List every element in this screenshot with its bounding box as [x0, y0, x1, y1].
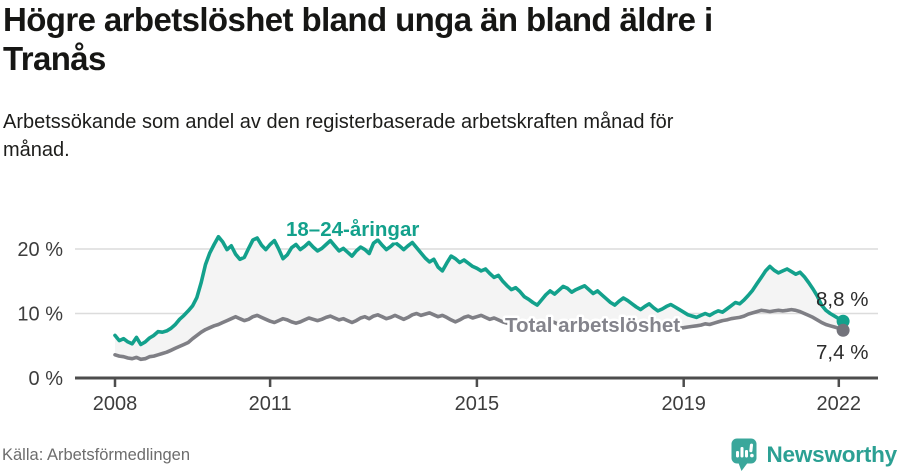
- area-between-series: [115, 236, 844, 360]
- series-label-0: 18–24-åringar: [286, 218, 419, 241]
- end-dot-1: [836, 323, 850, 337]
- page-title: Högre arbetslöshet bland unga än bland ä…: [3, 0, 893, 78]
- end-dot-0: [836, 314, 850, 328]
- chart-subtitle: Arbetssökande som andel av den registerb…: [3, 108, 863, 164]
- source-credit: Källa: Arbetsförmedlingen: [2, 446, 191, 464]
- x-tick-label-2015: 2015: [455, 393, 500, 415]
- brand-wordmark: Newsworthy: [766, 442, 897, 467]
- series-line-0: [113, 234, 845, 347]
- end-value-label-1: 7,4 %: [816, 341, 868, 364]
- y-tick-label-10: 10 %: [17, 304, 63, 326]
- end-value-label-0: 8,8 %: [816, 288, 868, 311]
- series-label-1: Total arbetslöshet: [505, 314, 680, 337]
- title-line-2: Tranås: [3, 40, 106, 77]
- subtitle-line-1: Arbetssökande som andel av den registerb…: [3, 111, 674, 133]
- newsworthy-logo[interactable]: Newsworthy: [731, 438, 897, 472]
- title-line-1: Högre arbetslöshet bland unga än bland ä…: [3, 1, 713, 38]
- unemployment-line-chart: 2008 2011 2015 2019 2022 0 % 10 % 20 % 18–24-åri…: [17, 216, 878, 415]
- y-tick-label-0: 0 %: [29, 368, 64, 390]
- bar-chart-speech-bubble-icon: [731, 438, 757, 471]
- x-tick-label-2008: 2008: [93, 393, 138, 415]
- x-tick-label-2019: 2019: [661, 393, 706, 415]
- series-line-1: [113, 307, 845, 362]
- x-tick-label-2022: 2022: [817, 393, 862, 415]
- subtitle-line-2: månad.: [3, 139, 70, 161]
- x-tick-label-2011: 2011: [249, 393, 292, 415]
- y-tick-label-20: 20 %: [17, 239, 63, 261]
